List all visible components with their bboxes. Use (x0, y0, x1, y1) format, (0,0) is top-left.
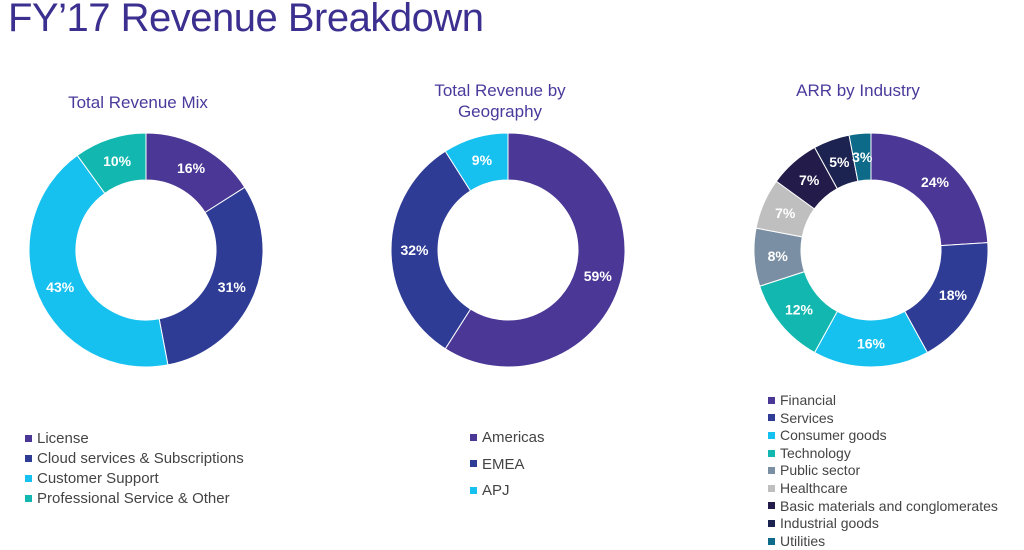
slice-customer-support (28, 154, 169, 368)
legend-item-license: License (25, 429, 244, 449)
legend-label: Consumer goods (780, 427, 887, 444)
legend-item-technology: Technology (768, 445, 998, 463)
legend-swatch (470, 486, 477, 494)
slice-professional-service-other (76, 132, 147, 195)
legend-label: Technology (780, 444, 851, 461)
page-title: FY’17 Revenue Breakdown (8, 0, 484, 40)
legend-item-customer-support: Customer Support (25, 469, 244, 489)
legend-item-public-sector: Public sector (768, 462, 998, 480)
legend-geography: Americas EMEA APJ (470, 428, 545, 508)
legend-swatch (768, 431, 775, 439)
legend-swatch (470, 433, 477, 441)
donut-chart-revenue-mix: 16% 31% 43% 10% (28, 132, 264, 368)
legend-item-americas: Americas (470, 428, 545, 455)
legend-item-services: Services (768, 410, 998, 428)
legend-label: Industrial goods (780, 515, 879, 532)
legend-swatch (768, 414, 775, 422)
legend-swatch (768, 449, 775, 457)
legend-swatch (25, 454, 32, 462)
legend-swatch (768, 484, 775, 492)
slice-label-financial: 24% (921, 174, 950, 190)
slice-label-consumer-goods: 16% (857, 336, 886, 352)
legend-label: Basic materials and conglomerates (780, 497, 998, 514)
legend-label: APJ (482, 482, 510, 499)
slice-label-cloud-services-subscriptions: 31% (218, 279, 247, 295)
legend-item-financial: Financial (768, 392, 998, 410)
legend-item-basic-materials-and-conglomerates: Basic materials and conglomerates (768, 498, 998, 516)
legend-revenue-mix: License Cloud services & Subscriptions Cus… (25, 429, 244, 509)
legend-swatch (768, 502, 775, 510)
donut-chart-geography: 59% 32% 9% (390, 132, 626, 368)
legend-label: Services (780, 409, 834, 426)
legend-label: EMEA (482, 455, 525, 473)
chart-title-revenue-mix: Total Revenue Mix (68, 93, 208, 112)
legend-arr-industry: Financial Services Consumer goods Technolog… (768, 392, 998, 550)
legend-label: Financial (780, 392, 837, 408)
slice-utilities (848, 132, 872, 182)
slice-label-public-sector: 8% (768, 248, 789, 264)
slice-label-services: 18% (939, 287, 968, 303)
slice-label-customer-support: 43% (46, 279, 75, 295)
slice-cloud-services-subscriptions (158, 186, 264, 366)
legend-swatch (768, 467, 775, 475)
legend-item-consumer-goods: Consumer goods (768, 427, 998, 445)
slice-label-americas: 59% (584, 268, 613, 284)
slice-label-professional-service-other: 10% (103, 153, 132, 169)
chart-title-geography: Total Revenue by Geography (434, 81, 566, 121)
legend-label: Professional Service & Other (37, 490, 230, 507)
slice-label-technology: 12% (785, 302, 814, 318)
slice-label-healthcare: 7% (775, 205, 796, 221)
legend-swatch (470, 460, 477, 468)
donut-chart-arr-industry: 24% 18% 16% 12% 8% 7% 7% 5% 3% (753, 132, 989, 368)
slice-americas (444, 132, 626, 368)
legend-item-emea: EMEA (470, 455, 545, 482)
legend-item-professional-service-other: Professional Service & Other (25, 489, 244, 509)
slice-emea (390, 150, 472, 350)
slice-label-industrial-goods: 5% (829, 154, 850, 170)
legend-item-cloud-services-subscriptions: Cloud services & Subscriptions (25, 449, 244, 469)
legend-label: Americas (482, 429, 545, 446)
slice-apj (444, 132, 509, 192)
legend-label: License (37, 430, 89, 447)
legend-label: Public sector (780, 462, 861, 479)
legend-label: Customer Support (37, 470, 159, 487)
legend-swatch (768, 537, 775, 545)
legend-label: Cloud services & Subscriptions (37, 450, 244, 467)
legend-swatch (25, 434, 32, 442)
legend-swatch (25, 474, 32, 482)
legend-swatch (768, 519, 775, 527)
slice-label-license: 16% (177, 160, 206, 176)
slice-label-apj: 9% (472, 152, 493, 168)
chart-title-arr-industry: ARR by Industry (796, 81, 920, 100)
legend-label: Healthcare (780, 479, 848, 496)
legend-item-apj: APJ (470, 481, 545, 508)
legend-item-utilities: Utilities (768, 533, 998, 550)
slice-label-emea: 32% (400, 242, 429, 258)
slice-label-basic-materials-and-conglomerates: 7% (799, 172, 820, 188)
legend-swatch (768, 396, 775, 404)
legend-item-healthcare: Healthcare (768, 480, 998, 498)
legend-swatch (25, 494, 32, 502)
legend-label: Utilities (780, 532, 826, 549)
legend-item-industrial-goods: Industrial goods (768, 515, 998, 533)
slice-label-utilities: 3% (852, 149, 873, 165)
